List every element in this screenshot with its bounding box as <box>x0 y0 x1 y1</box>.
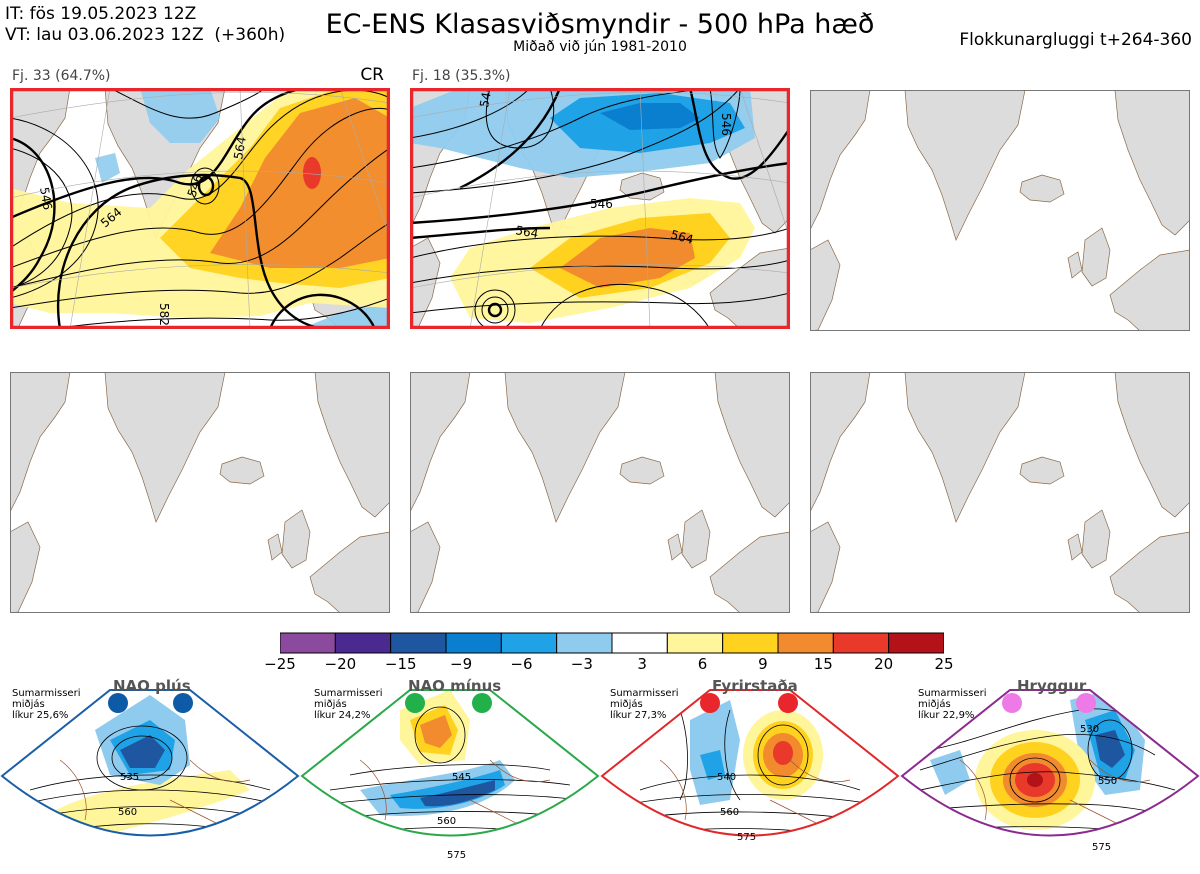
regime-blocking[interactable]: 540 560 575 Fyrirstaða Sumarmisseri miðj… <box>600 677 900 870</box>
contour-label: 564 <box>231 136 249 161</box>
header-info: IT: fös 19.05.2023 12Z VT: lau 03.06.202… <box>5 4 285 46</box>
contour-label: 564 <box>514 223 539 241</box>
regime-frame <box>900 689 1200 837</box>
contour-label: 575 <box>447 850 466 861</box>
contour-label: 546 <box>37 186 55 211</box>
cluster-map-1: 564 546 582 546 564 <box>10 88 390 329</box>
init-time: IT: fös 19.05.2023 12Z <box>5 4 197 24</box>
colorbar-swatch <box>390 632 447 654</box>
regime-name: NAO plús <box>113 677 191 695</box>
regime-info: Sumarmisseri miðjás líkur 25,6% <box>12 688 81 721</box>
contour-label: 545 <box>452 772 471 783</box>
regime-dot <box>1002 693 1022 713</box>
contour-label: 560 <box>118 807 137 818</box>
regime-map: 545 560 575 <box>300 689 600 861</box>
regime-map: 535 560 <box>0 689 300 837</box>
colorbar-tick-label: 3 <box>637 655 647 673</box>
colorbar-swatch <box>777 632 834 654</box>
colorbar-swatch <box>556 632 613 654</box>
regime-dot <box>472 693 492 713</box>
contour-label: 575 <box>1092 842 1111 853</box>
regime-dot <box>700 693 720 713</box>
colorbar-labels: −25 −20 −15 −9 −6 −3 3 6 9 15 20 25 <box>0 655 1200 675</box>
contour-label: 535 <box>120 772 139 783</box>
colorbar-tick-label: −20 <box>324 655 357 673</box>
colorbar-tick-label: 9 <box>758 655 768 673</box>
regime-name: Fyrirstaða <box>712 677 798 695</box>
contour-label: 530 <box>1080 724 1099 735</box>
colorbar-swatch <box>666 632 724 654</box>
colorbar-swatch <box>722 632 779 654</box>
anomaly-colorbar <box>280 632 944 654</box>
regime-frame <box>600 689 900 837</box>
contour-label: 540 <box>717 772 736 783</box>
cluster-panel-1[interactable]: 564 546 582 546 564 Fj. 33 (64.7%) CR <box>10 65 390 329</box>
regime-ridge[interactable]: 530 550 575 Hryggur Sumarmisseri miðjás … <box>900 677 1200 870</box>
contour-label: 560 <box>720 807 739 818</box>
contour-label: 560 <box>437 816 456 827</box>
regime-name: Hryggur <box>1017 677 1087 695</box>
regime-map: 540 560 575 <box>600 689 900 843</box>
contour-label: 546 <box>719 113 733 136</box>
regime-frame <box>0 689 300 837</box>
regime-info: Sumarmisseri miðjás líkur 24,2% <box>314 688 383 721</box>
cluster-map-2: 546 564 564 546 546 <box>410 88 790 329</box>
colorbar-tick-label: −25 <box>264 655 296 673</box>
cluster-panel-4[interactable] <box>10 372 390 613</box>
cluster-label: Fj. 33 (64.7%) <box>10 68 113 84</box>
colorbar-tick-label: −15 <box>384 655 417 673</box>
colorbar-tick-label: −3 <box>570 655 593 673</box>
colorbar-tick-label: 20 <box>874 655 894 673</box>
clustering-window: Flokkunargluggi t+264-360 <box>959 30 1192 50</box>
empty-map-6 <box>810 372 1190 613</box>
regime-dot <box>778 693 798 713</box>
regime-nao-plus[interactable]: 535 560 NAO plús Sumarmisseri miðjás lík… <box>0 677 300 870</box>
cluster-panel-5[interactable] <box>410 372 790 613</box>
colorbar-tick-label: −6 <box>510 655 533 673</box>
cluster-panel-3[interactable] <box>810 90 1190 331</box>
regime-dot <box>1076 693 1096 713</box>
regime-info: Sumarmisseri miðjás líkur 22,9% <box>918 688 987 721</box>
cluster-panel-6[interactable] <box>810 372 1190 613</box>
colorbar-tick-label: −9 <box>450 655 473 673</box>
colorbar-tick-label: 25 <box>934 655 954 673</box>
page-subtitle: Miðað við jún 1981-2010 <box>513 39 687 55</box>
contour-label: 546 <box>590 197 613 211</box>
regime-nao-minus[interactable]: 545 560 575 NAO mínus Sumarmisseri miðjá… <box>300 677 600 870</box>
contour-label: 582 <box>157 303 171 326</box>
colorbar-tick-label: 15 <box>813 655 833 673</box>
colorbar-swatch <box>611 632 668 654</box>
colorbar-swatch <box>888 632 944 654</box>
colorbar-swatch <box>445 632 502 654</box>
regime-dot <box>108 693 128 713</box>
contour-label: 564 <box>669 227 695 246</box>
cluster-label: Fj. 18 (35.3%) <box>410 68 513 84</box>
colorbar-swatch <box>500 632 558 654</box>
empty-map-5 <box>410 372 790 613</box>
contour-label: 550 <box>1098 776 1117 787</box>
regime-dot <box>173 693 193 713</box>
colorbar-swatch <box>334 632 392 654</box>
regime-info: Sumarmisseri miðjás líkur 27,3% <box>610 688 679 721</box>
cluster-panel-2[interactable]: 546 564 564 546 546 Fj. 18 (35.3%) <box>410 68 790 329</box>
colorbar-swatch <box>280 632 336 654</box>
regime-name: NAO mínus <box>408 677 502 695</box>
page-title: EC-ENS Klasasviðsmyndir - 500 hPa hæð <box>325 9 875 40</box>
contour-label: 575 <box>737 832 756 843</box>
empty-map-4 <box>10 372 390 613</box>
regime-frame <box>300 689 600 837</box>
valid-time: VT: lau 03.06.2023 12Z (+360h) <box>5 25 286 45</box>
regime-dot <box>405 693 425 713</box>
colorbar-swatch <box>832 632 890 654</box>
cluster-code: CR <box>360 65 384 85</box>
colorbar-tick-label: 6 <box>697 655 708 673</box>
contour-label: 546 <box>477 88 495 109</box>
regime-map: 530 550 575 <box>900 689 1200 853</box>
empty-map-3 <box>810 90 1190 331</box>
